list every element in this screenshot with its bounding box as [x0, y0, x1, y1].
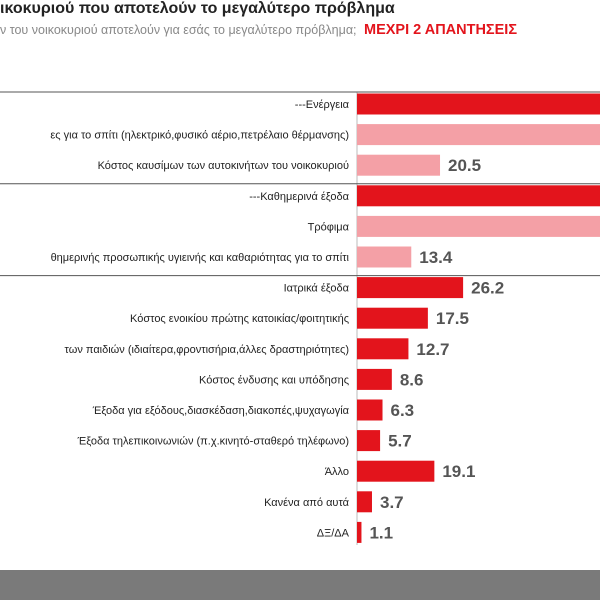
value-label-12: 5.7 — [388, 432, 412, 451]
category-label-11: Έξοδα για εξόδους,διασκέδαση,διακοπές,ψυ… — [92, 405, 350, 417]
value-label-11: 6.3 — [391, 401, 415, 420]
category-label-6: θημερινής προσωπικής υγιεινής και καθαρι… — [51, 252, 350, 264]
value-label-8: 17.5 — [436, 309, 469, 328]
bar-5 — [357, 215, 600, 237]
category-label-10: Κόστος ένδυσης και υπόδησης — [199, 374, 349, 386]
value-label-14: 3.7 — [380, 493, 404, 512]
category-label-5: Τρόφιμα — [308, 221, 350, 233]
category-label-7: Ιατρικά έξοδα — [284, 283, 350, 295]
bar-10 — [357, 368, 392, 390]
value-label-7: 26.2 — [471, 279, 504, 298]
category-label-2: ες για το σπίτι (ηλεκτρικό,φυσικό αέριο,… — [50, 130, 349, 142]
category-label-12: Έξοδα τηλεπικοινωνιών (π.χ.κινητό-σταθερ… — [77, 436, 349, 448]
category-label-3: Κόστος καυσίμων των αυτοκινήτων του νοικ… — [98, 160, 349, 172]
bar-4 — [357, 185, 600, 207]
bar-15 — [357, 521, 362, 543]
bar-7 — [357, 277, 464, 299]
value-label-9: 12.7 — [416, 340, 449, 359]
category-label-8: Κόστος ενοικίου πρώτης κατοικίας/φοιτητι… — [130, 313, 349, 325]
category-label-4: ---Καθημερινά έξοδα — [249, 191, 349, 203]
bar-9 — [357, 338, 409, 360]
category-label-14: Κανένα από αυτά — [264, 497, 350, 509]
chart-title: ικοκυριού που αποτελούν το μεγαλύτερο πρ… — [0, 0, 395, 17]
value-label-15: 1.1 — [369, 523, 393, 542]
value-label-3: 20.5 — [448, 156, 481, 175]
category-label-9: των παιδιών (ιδιαίτερα,φροντισήρια,άλλες… — [65, 344, 349, 356]
category-label-13: Άλλο — [325, 466, 349, 478]
bar-13 — [357, 460, 435, 482]
value-label-6: 13.4 — [419, 248, 453, 267]
bar-6 — [357, 246, 412, 268]
value-label-10: 8.6 — [400, 370, 424, 389]
category-label-15: ΔΞ/ΔΑ — [317, 527, 350, 539]
bar-2 — [357, 124, 600, 146]
bar-1 — [357, 93, 600, 115]
subtitle-text: ν του νοικοκυριού αποτελούν για εσάς το … — [0, 23, 357, 37]
bar-11 — [357, 399, 383, 421]
value-label-13: 19.1 — [442, 462, 475, 481]
bar-3 — [357, 154, 441, 176]
bar-14 — [357, 491, 372, 513]
bar-12 — [357, 430, 381, 452]
footer-bar — [0, 570, 600, 600]
chart-subtitle: ν του νοικοκυριού αποτελούν για εσάς το … — [0, 22, 517, 38]
category-label-1: ---Ενέργεια — [295, 99, 350, 111]
bar-8 — [357, 307, 428, 329]
subtitle-highlight: ΜΕΧΡΙ 2 ΑΠΑΝΤΗΣΕΙΣ — [364, 22, 518, 38]
